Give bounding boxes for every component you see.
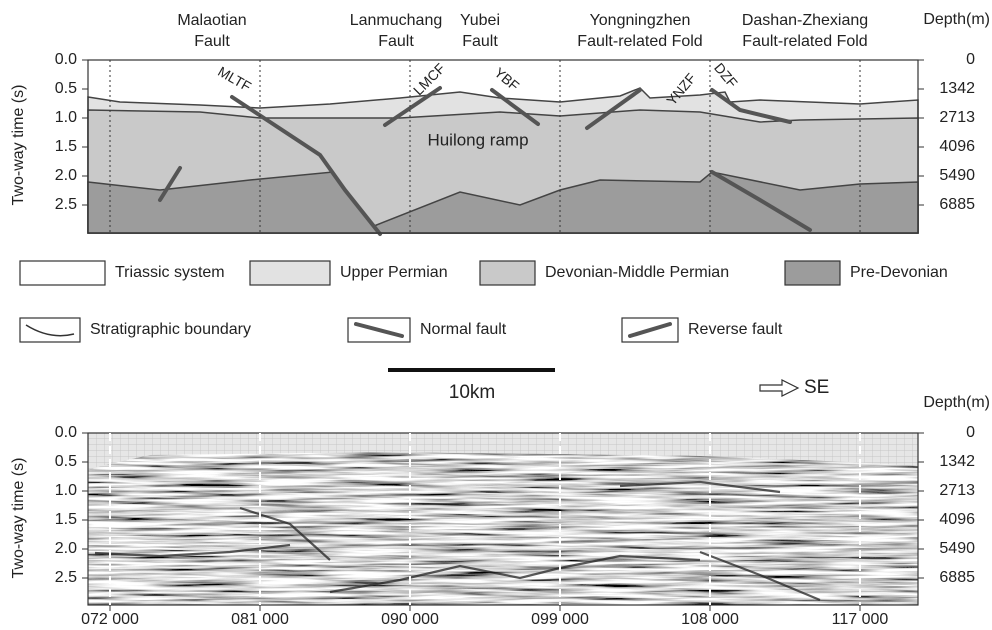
direction-label: SE (804, 377, 829, 398)
y-tick-label: 2.5 (55, 569, 77, 586)
depth-tick-label: 5490 (939, 167, 975, 184)
legend-label: Pre-Devonian (850, 264, 948, 281)
structure-title: Fault-related Fold (742, 33, 867, 50)
y-axis-title: Two-way time (s) (10, 85, 27, 206)
x-tick-label: 072 000 (81, 611, 139, 628)
structure-title: Lanmuchang (350, 12, 443, 29)
structure-title: Fault (194, 33, 230, 50)
legend-swatch (480, 261, 535, 285)
structure-title: Fault-related Fold (577, 33, 702, 50)
depth-tick-label: 5490 (939, 540, 975, 557)
y-tick-label: 1.0 (55, 109, 77, 126)
legend-label: Reverse fault (688, 321, 783, 338)
depth-tick-label: 4096 (939, 138, 975, 155)
legend-label: Stratigraphic boundary (90, 321, 251, 338)
depth-tick-label: 6885 (939, 196, 975, 213)
y-tick-label: 1.5 (55, 138, 77, 155)
structure-title: Yubei (460, 12, 500, 29)
y-tick-label: 2.0 (55, 167, 77, 184)
x-tick-label: 081 000 (231, 611, 289, 628)
structure-title: Fault (378, 33, 414, 50)
legend-label: Upper Permian (340, 264, 448, 281)
depth-title: Depth(m) (923, 11, 990, 28)
depth-tick-label: 2713 (939, 109, 975, 126)
legend-swatch (20, 261, 105, 285)
y-tick-label: 1.5 (55, 511, 77, 528)
annotation: Huilong ramp (427, 130, 528, 149)
y-tick-label: 2.0 (55, 540, 77, 557)
structure-title: Dashan-Zhexiang (742, 12, 868, 29)
legend-swatch (20, 318, 80, 342)
y-tick-label: 2.5 (55, 196, 77, 213)
seismic-section (88, 433, 918, 605)
y-tick-label: 0.5 (55, 453, 77, 470)
structure-title: Yongningzhen (590, 12, 691, 29)
depth-tick-label: 6885 (939, 569, 975, 586)
legend-swatch (785, 261, 840, 285)
depth-tick-label: 4096 (939, 511, 975, 528)
x-tick-label: 108 000 (681, 611, 739, 628)
depth-tick-label: 1342 (939, 453, 975, 470)
figure: 10km SE 0.0 0 0.5 1342 1.0 2713 1.5 4096 2.0 5490… (0, 0, 992, 630)
depth-tick-label: 0 (966, 424, 975, 441)
structure-title: Fault (462, 33, 498, 50)
depth-tick-label: 0 (966, 51, 975, 68)
legend-label: Devonian-Middle Permian (545, 264, 729, 281)
y-tick-label: 0.0 (55, 51, 77, 68)
legend-label: Normal fault (420, 321, 507, 338)
structure-title: Malaotian (177, 12, 246, 29)
y-tick-label: 0.0 (55, 424, 77, 441)
y-tick-label: 0.5 (55, 80, 77, 97)
scale-label: 10km (449, 382, 495, 403)
depth-tick-label: 2713 (939, 482, 975, 499)
x-tick-label: 117 000 (832, 611, 889, 628)
x-tick-label: 099 000 (531, 611, 589, 628)
seismic-image (88, 440, 918, 605)
y-axis-title: Two-way time (s) (10, 458, 27, 579)
depth-tick-label: 1342 (939, 80, 975, 97)
legend-swatch (250, 261, 330, 285)
depth-title: Depth(m) (923, 394, 990, 411)
x-tick-label: 090 000 (381, 611, 439, 628)
y-tick-label: 1.0 (55, 482, 77, 499)
direction-arrow (760, 380, 798, 396)
legend-label: Triassic system (115, 264, 225, 281)
